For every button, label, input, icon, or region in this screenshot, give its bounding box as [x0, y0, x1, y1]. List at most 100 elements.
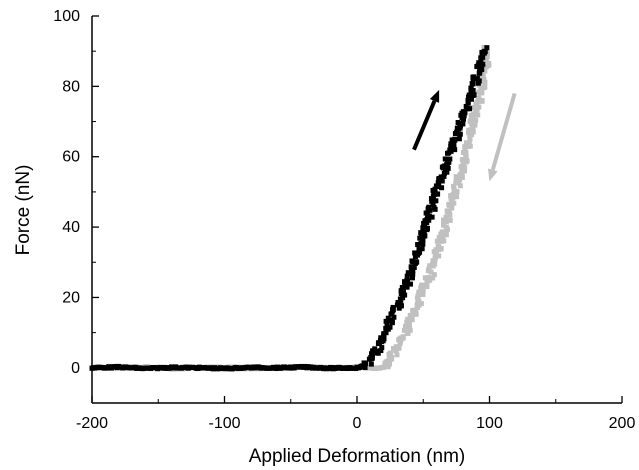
data-point — [391, 314, 397, 320]
data-point — [438, 238, 444, 244]
data-point — [468, 85, 474, 91]
data-point — [463, 159, 469, 165]
data-point — [467, 136, 473, 142]
data-point — [463, 152, 469, 158]
data-point — [484, 53, 490, 59]
data-point — [416, 250, 422, 256]
data-point — [482, 79, 488, 85]
data-point — [470, 129, 476, 135]
data-point — [404, 277, 410, 283]
arrow-loading-shaft — [412, 100, 437, 151]
data-point — [422, 233, 428, 239]
data-point — [475, 112, 481, 118]
data-point — [426, 275, 432, 281]
data-point — [436, 179, 442, 185]
data-point — [443, 219, 449, 225]
data-point — [396, 345, 402, 351]
data-point — [457, 171, 463, 177]
data-point — [386, 351, 392, 357]
data-point — [408, 264, 414, 270]
data-point — [362, 365, 368, 371]
data-point — [456, 177, 462, 183]
data-point — [482, 84, 488, 90]
data-point — [425, 268, 431, 274]
data-point — [433, 198, 439, 204]
data-point — [405, 316, 411, 322]
data-point — [451, 200, 457, 206]
data-point — [472, 122, 478, 128]
data-point — [476, 60, 482, 66]
data-point — [428, 269, 434, 275]
data-point — [421, 220, 427, 226]
x-tick-label: 0 — [353, 415, 362, 432]
data-point — [442, 156, 448, 162]
data-point — [429, 198, 435, 204]
data-point — [473, 101, 479, 107]
data-point — [459, 157, 465, 163]
data-point — [362, 360, 368, 366]
arrow-unloading-shaft — [490, 92, 517, 171]
data-point — [398, 299, 404, 305]
data-point — [466, 92, 472, 98]
data-point — [420, 225, 426, 231]
data-point — [444, 150, 450, 156]
data-point — [472, 119, 478, 125]
data-point — [483, 57, 489, 63]
data-point — [418, 232, 424, 238]
data-point — [439, 185, 445, 191]
data-point — [469, 123, 475, 129]
data-point — [457, 121, 463, 127]
data-point — [486, 60, 492, 66]
plot-area — [89, 44, 517, 372]
data-point — [429, 275, 435, 281]
data-point — [368, 356, 374, 362]
data-point — [441, 173, 447, 179]
data-point — [461, 168, 467, 174]
data-point — [407, 281, 413, 287]
arrow-unloading-head — [487, 168, 498, 182]
data-point — [381, 331, 387, 337]
data-point — [401, 327, 407, 333]
data-point — [420, 291, 426, 297]
y-axis-title: Force (nN) — [13, 165, 34, 256]
data-point — [441, 217, 447, 223]
data-point — [443, 214, 449, 220]
data-point — [393, 348, 399, 354]
data-point — [368, 351, 374, 357]
data-point — [476, 89, 482, 95]
data-point — [424, 225, 430, 231]
data-point — [420, 288, 426, 294]
data-point — [387, 324, 393, 330]
x-axis-title: Applied Deformation (nm) — [249, 446, 465, 467]
data-point — [436, 176, 442, 182]
data-point — [409, 258, 415, 264]
data-point — [404, 330, 410, 336]
data-point — [454, 194, 460, 200]
data-point — [424, 284, 430, 290]
data-point — [372, 346, 378, 352]
data-point — [445, 209, 451, 215]
data-point — [443, 232, 449, 238]
data-point — [398, 291, 404, 297]
data-point — [424, 210, 430, 216]
data-point — [378, 335, 384, 341]
x-tick-label: -200 — [76, 415, 108, 432]
data-point — [482, 49, 488, 55]
data-point — [470, 78, 476, 84]
data-point — [398, 303, 404, 309]
data-point — [376, 341, 382, 347]
data-point — [480, 71, 486, 77]
data-point — [471, 74, 477, 80]
data-point — [439, 231, 445, 237]
data-point — [387, 317, 393, 323]
data-point — [440, 234, 446, 240]
data-point — [479, 79, 485, 85]
data-point — [431, 272, 437, 278]
data-point — [409, 275, 415, 281]
data-point — [463, 149, 469, 155]
data-point — [419, 239, 425, 245]
data-point — [474, 76, 480, 82]
data-point — [447, 147, 453, 153]
data-point — [379, 345, 385, 351]
data-point — [413, 260, 419, 266]
